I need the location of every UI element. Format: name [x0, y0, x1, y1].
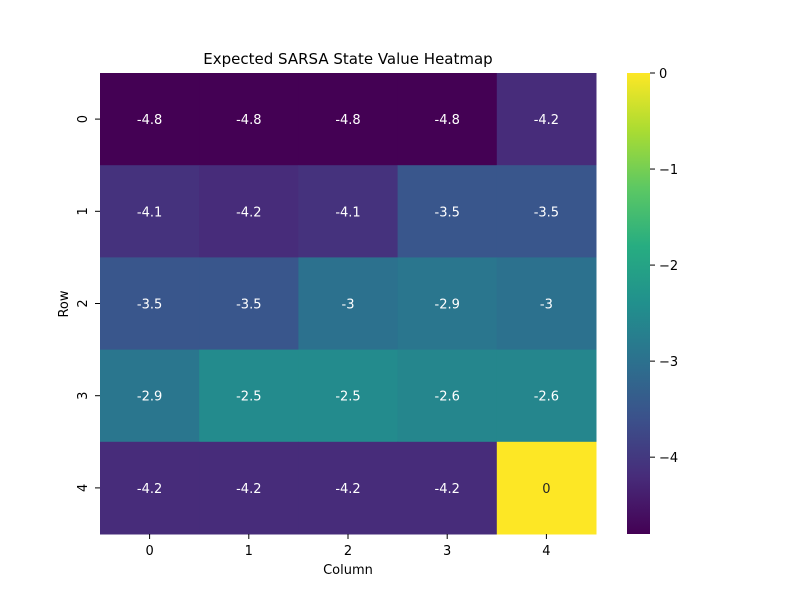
- heatmap-cells: -4.8 -4.8 -4.8 -4.8 -4.2 -4.1 -4.2 -4.1 -3.5 -3.5…: [100, 73, 597, 535]
- cell-value-label: -2.9: [435, 298, 460, 313]
- heatmap-cell: [496, 441, 597, 535]
- cell-value-label: -2.6: [435, 390, 460, 405]
- cell-value-label: -2.5: [335, 390, 360, 405]
- cell-value-label: -3: [540, 298, 553, 313]
- x-axis-label: Column: [323, 563, 373, 578]
- cell-value-label: -2.6: [534, 390, 559, 405]
- heatmap-cell: [100, 349, 200, 443]
- cell-value-label: 0: [542, 482, 550, 497]
- cell-value-label: -3.5: [236, 298, 261, 313]
- cell-value-label: -3.5: [435, 205, 460, 220]
- y-tick-label: 2: [76, 299, 91, 307]
- heatmap-cell: [199, 349, 299, 443]
- cell-value-label: -2.5: [236, 390, 261, 405]
- colorbar-tick-label: −4: [659, 451, 678, 466]
- cell-value-label: -4.1: [335, 205, 360, 220]
- heatmap-cell: [397, 257, 498, 351]
- colorbar-tick-label: −1: [659, 163, 678, 178]
- colorbar-tick-label: −3: [659, 355, 678, 370]
- y-tick-label: 3: [76, 392, 91, 400]
- colorbar-ticks: 0 −1 −2 −3 −4: [650, 67, 678, 466]
- x-axis-ticks: 0 1 2 3 4: [145, 534, 551, 559]
- heatmap-cell: [298, 257, 399, 351]
- cell-value-label: -2.9: [137, 390, 162, 405]
- heatmap-cell: [496, 165, 597, 258]
- y-tick-label: 4: [76, 484, 91, 492]
- cell-value-label: -4.8: [236, 113, 261, 128]
- cell-value-label: -4.2: [137, 482, 162, 497]
- heatmap-cell: [298, 165, 399, 258]
- x-tick-label: 4: [542, 544, 550, 559]
- x-tick-label: 1: [245, 544, 253, 559]
- heatmap-cell: [100, 257, 200, 351]
- colorbar: [627, 73, 650, 534]
- heatmap-cell: [298, 73, 399, 166]
- heatmap-cell: [397, 73, 498, 166]
- heatmap-cell: [199, 165, 299, 258]
- cell-value-label: -4.8: [435, 113, 460, 128]
- heatmap-cell: [100, 73, 200, 166]
- heatmap-cell: [298, 441, 399, 535]
- cell-value-label: -3.5: [534, 205, 559, 220]
- cell-value-label: -4.8: [335, 113, 360, 128]
- heatmap-cell: [100, 165, 200, 258]
- cell-value-label: -4.2: [236, 482, 261, 497]
- heatmap-cell: [199, 257, 299, 351]
- y-axis-label: Row: [57, 290, 72, 317]
- x-tick-label: 0: [145, 544, 153, 559]
- cell-value-label: -4.2: [335, 482, 360, 497]
- colorbar-tick-label: −2: [659, 259, 678, 274]
- heatmap-cell: [496, 349, 597, 443]
- cell-value-label: -3: [342, 298, 355, 313]
- cell-value-label: -4.2: [236, 205, 261, 220]
- cell-value-label: -4.8: [137, 113, 162, 128]
- y-tick-label: 0: [76, 115, 91, 123]
- cell-value-label: -4.2: [435, 482, 460, 497]
- x-tick-label: 2: [344, 544, 352, 559]
- chart-title: Expected SARSA State Value Heatmap: [203, 50, 492, 68]
- heatmap-cell: [100, 441, 200, 535]
- heatmap-cell: [397, 349, 498, 443]
- y-tick-label: 1: [76, 207, 91, 215]
- heatmap-cell: [496, 73, 597, 166]
- heatmap-cell: [199, 73, 299, 166]
- x-tick-label: 3: [443, 544, 451, 559]
- colorbar-tick-label: 0: [659, 67, 667, 82]
- y-axis-ticks: 0 1 2 3 4: [76, 115, 100, 492]
- heatmap-cell: [199, 441, 299, 535]
- cell-value-label: -4.2: [534, 113, 559, 128]
- cell-value-label: -3.5: [137, 298, 162, 313]
- cell-value-label: -4.1: [137, 205, 162, 220]
- heatmap-cell: [298, 349, 399, 443]
- heatmap-cell: [397, 441, 498, 535]
- heatmap-cell: [496, 257, 597, 351]
- heatmap-cell: [397, 165, 498, 258]
